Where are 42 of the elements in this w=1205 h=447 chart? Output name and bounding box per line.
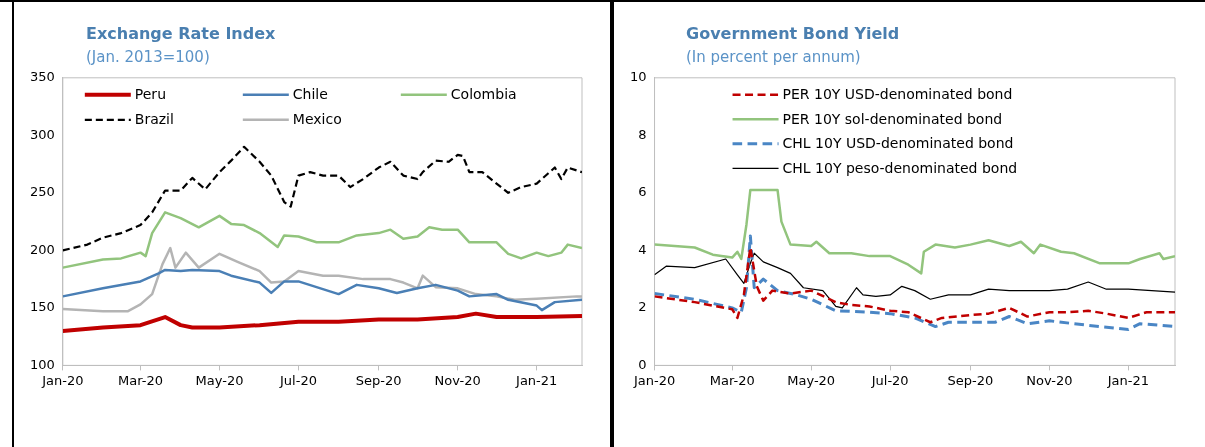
y-tick-label: 200 <box>29 241 55 257</box>
y-tick-label: 150 <box>29 299 55 315</box>
y-tick-label: 100 <box>29 356 55 372</box>
chart-subtitle: (In percent per annum) <box>686 48 861 66</box>
y-tick-label: 4 <box>638 241 647 257</box>
x-tick-label: Jan-20 <box>41 372 84 388</box>
y-tick-label: 6 <box>638 184 647 200</box>
x-tick-label: Nov-20 <box>1026 372 1073 388</box>
x-tick-label: Sep-20 <box>355 372 402 388</box>
legend-label: CHL 10Y USD-denominated bond <box>782 135 1014 152</box>
y-tick-label: 10 <box>630 69 647 85</box>
y-tick-label: 8 <box>638 126 647 142</box>
legend-label: Brazil <box>134 111 174 128</box>
x-tick-label: Jan-21 <box>1106 372 1150 388</box>
y-tick-label: 300 <box>29 126 55 142</box>
x-tick-label: Jan-20 <box>632 372 676 388</box>
legend-label: CHL 10Y peso-denominated bond <box>782 159 1018 176</box>
legend-label: PER 10Y sol-denominated bond <box>782 110 1003 127</box>
x-tick-label: Jul-20 <box>870 372 909 388</box>
x-tick-label: May-20 <box>787 372 836 388</box>
legend-label: Colombia <box>450 86 517 103</box>
line-series <box>654 234 1175 331</box>
x-tick-label: May-20 <box>195 372 244 388</box>
legend-label: Chile <box>292 86 328 103</box>
line-series <box>62 145 582 252</box>
chart-title: Exchange Rate Index <box>86 24 276 43</box>
legend-label: Peru <box>134 86 166 103</box>
x-tick-label: Nov-20 <box>434 372 481 388</box>
y-tick-label: 0 <box>638 356 647 372</box>
x-tick-label: Sep-20 <box>947 372 994 388</box>
y-tick-label: 2 <box>638 299 647 315</box>
chart-subtitle: (Jan. 2013=100) <box>86 48 210 66</box>
line-series <box>654 246 1175 324</box>
x-tick-label: Mar-20 <box>118 372 163 388</box>
x-tick-label: Jan-21 <box>515 372 558 388</box>
legend-label: Mexico <box>292 111 342 128</box>
legend-label: PER 10Y USD-denominated bond <box>782 86 1013 103</box>
y-tick-label: 250 <box>29 184 55 200</box>
y-tick-label: 350 <box>29 69 55 85</box>
x-tick-label: Jul-20 <box>278 372 317 388</box>
chart-title: Government Bond Yield <box>686 24 900 43</box>
x-tick-label: Mar-20 <box>709 372 755 388</box>
